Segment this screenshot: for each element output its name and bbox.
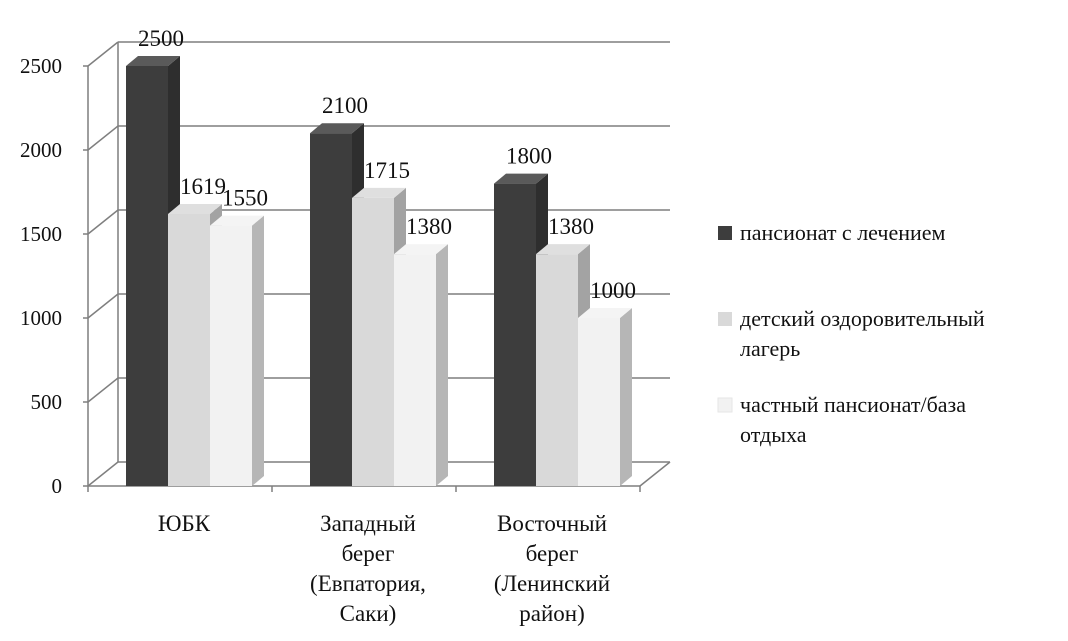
data-label: 1550 — [222, 186, 268, 211]
x-tick-label: (Ленинский — [494, 571, 610, 596]
bar — [126, 66, 168, 486]
legend-swatch — [717, 397, 733, 413]
bar-top — [494, 173, 548, 184]
bar — [394, 254, 436, 486]
bar-top — [578, 308, 632, 318]
bar-top — [352, 187, 406, 198]
bar — [168, 214, 210, 486]
x-tick-label: Западный — [320, 511, 416, 536]
legend-label: частный пансионат/база — [740, 392, 966, 417]
gridline-side — [87, 41, 119, 67]
x-tick-label: район) — [519, 601, 585, 626]
gridline-side — [87, 377, 119, 403]
y-tick-label: 2000 — [20, 138, 62, 162]
bar — [210, 225, 252, 486]
x-tick-label: берег — [342, 541, 395, 566]
y-tick-label: 0 — [52, 474, 63, 498]
bar-side — [436, 244, 448, 486]
data-label: 1800 — [506, 144, 552, 169]
y-tick-label: 2500 — [20, 54, 62, 78]
bar — [578, 318, 620, 486]
gridline-side — [87, 461, 119, 487]
legend-swatch — [718, 226, 732, 240]
legend-label: детский оздоровительный — [740, 306, 985, 331]
bar-top — [210, 215, 264, 226]
x-tick-label: берег — [526, 541, 579, 566]
data-label: 1380 — [406, 214, 452, 239]
x-tick-label: ЮБК — [158, 511, 211, 536]
y-tick-label: 1000 — [20, 306, 62, 330]
data-label: 1000 — [590, 278, 636, 303]
gridline-side — [87, 293, 119, 319]
bar — [494, 183, 536, 486]
data-label: 2500 — [138, 26, 184, 51]
y-tick-label: 500 — [31, 390, 63, 414]
gridline-side — [87, 125, 119, 151]
bar-top — [168, 204, 222, 215]
gridline-side — [87, 209, 119, 235]
x-tick-label: (Евпатория, — [310, 571, 426, 596]
bar-top — [394, 244, 448, 255]
x-tick-label: Саки) — [340, 601, 397, 626]
bar — [352, 197, 394, 486]
legend-label: отдыха — [740, 422, 807, 447]
bar-top — [536, 244, 590, 255]
bar-side — [252, 215, 264, 486]
data-label: 2100 — [322, 93, 368, 118]
bar-side — [620, 308, 632, 486]
bar-top — [126, 56, 180, 66]
floor-edge — [639, 461, 671, 487]
legend-label: лагерь — [740, 336, 800, 361]
y-tick-label: 1500 — [20, 222, 62, 246]
bar — [536, 254, 578, 486]
legend-swatch — [718, 312, 732, 326]
legend-label: пансионат с лечением — [740, 220, 946, 245]
bar — [310, 133, 352, 486]
data-label: 1619 — [180, 174, 226, 199]
bar-top — [310, 123, 364, 134]
data-label: 1380 — [548, 214, 594, 239]
x-tick-label: Восточный — [497, 511, 607, 536]
data-label: 1715 — [364, 158, 410, 183]
